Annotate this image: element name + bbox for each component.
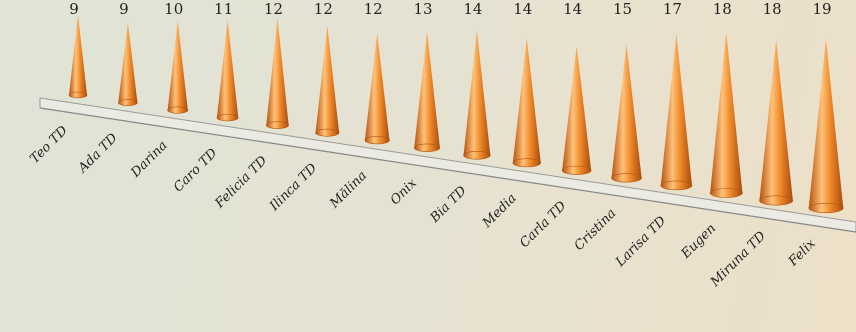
cone-base (413, 143, 441, 152)
value-label: 13 (414, 0, 433, 18)
chart-floor (39, 97, 856, 233)
value-label: 15 (613, 0, 632, 18)
cone-base (364, 136, 390, 145)
value-label: 12 (264, 0, 283, 18)
cone-felix (808, 38, 844, 213)
value-label: 14 (463, 0, 482, 18)
cone-base (709, 188, 743, 198)
category-label: Eugen (678, 221, 719, 262)
cone-base (463, 151, 491, 160)
category-label: Bia TD (427, 183, 470, 226)
category-label: Felicia TD (212, 153, 271, 212)
cone-base (118, 99, 138, 106)
cone-ilinca-td (315, 25, 340, 137)
value-label: 18 (713, 0, 732, 18)
value-label: 12 (364, 0, 383, 18)
cone-caro-td (216, 19, 239, 121)
cone-base (660, 180, 693, 191)
cone-teo-td (69, 14, 87, 98)
category-label: Media (479, 191, 519, 231)
cone-media (512, 38, 541, 167)
value-label: 10 (164, 0, 183, 18)
cone-darina (167, 21, 188, 114)
category-label: Larisa TD (612, 213, 669, 270)
category-label: Ilinca TD (266, 160, 320, 214)
cone-base (315, 128, 340, 137)
cone-bia-td (463, 30, 491, 160)
value-labels: 9 9 10 11 12 12 12 13 14 14 14 15 17 18 18 19 (69, 0, 831, 18)
chart-marks (68, 14, 844, 214)
cone-base (265, 121, 289, 129)
category-label: Caro TD (171, 145, 221, 195)
cone-m-lina (364, 33, 390, 144)
cone-base (216, 113, 239, 122)
cone-larisa-td (660, 34, 692, 190)
category-label: Teo TD (27, 123, 71, 167)
cone-base (68, 91, 88, 99)
value-label: 9 (69, 0, 79, 18)
cone-cristina (611, 44, 642, 183)
cone-base (167, 106, 189, 114)
cone-eugen (710, 32, 743, 198)
cone-ada-td (118, 22, 138, 106)
value-label: 19 (812, 0, 831, 18)
cone-base (759, 195, 794, 206)
value-label: 12 (314, 0, 333, 18)
category-label: Onix (388, 175, 421, 208)
value-label: 17 (663, 0, 682, 18)
cone-felicia-td (266, 18, 289, 129)
category-label: Miruna TD (707, 228, 769, 290)
cone-base (611, 173, 642, 183)
category-label: Darina (128, 138, 171, 181)
value-label: 9 (119, 0, 129, 18)
cone-miruna-td (759, 40, 793, 206)
value-label: 11 (214, 0, 233, 18)
cone-base (808, 202, 844, 214)
category-label: Carla TD (517, 198, 570, 251)
cone-base (561, 165, 592, 175)
value-label: 14 (563, 0, 582, 18)
cone-base (512, 158, 542, 168)
category-label: Cristina (572, 206, 620, 254)
category-label: Ada TD (75, 130, 121, 176)
value-label: 14 (513, 0, 532, 18)
category-label: Felix (785, 236, 819, 270)
value-label: 18 (763, 0, 782, 18)
category-label: Mălina (327, 168, 370, 211)
cone-carla-td (562, 45, 592, 175)
cone-onix (414, 32, 440, 152)
